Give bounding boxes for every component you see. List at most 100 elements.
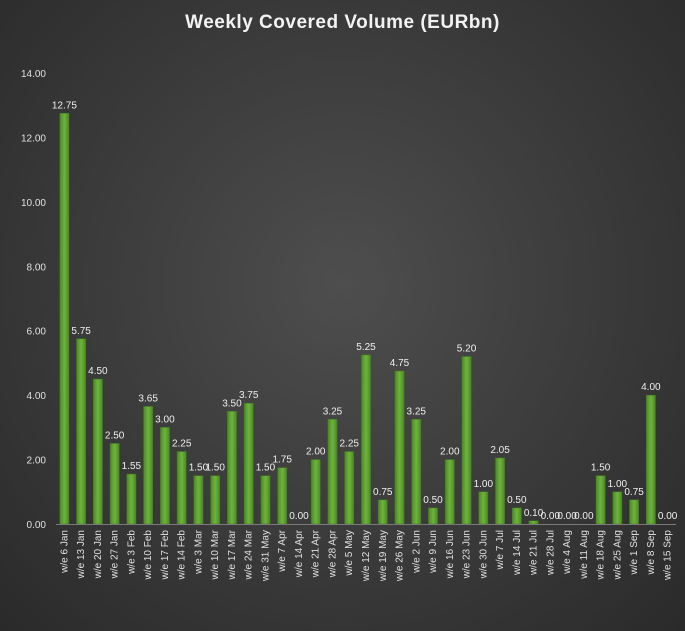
x-tick-label: w/e 8 Sep [646, 530, 657, 576]
bar [310, 459, 321, 525]
data-label: 0.00 [541, 511, 561, 522]
bar [444, 459, 455, 525]
x-tick-label: w/e 13 Jan [76, 530, 87, 579]
y-tick-label: 14.00 [21, 69, 46, 80]
data-label: 4.00 [641, 382, 661, 393]
y-tick-label: 0.00 [27, 520, 47, 531]
x-tick-label: w/e 14 Feb [177, 530, 188, 581]
data-label: 3.25 [407, 406, 427, 417]
bar [428, 507, 438, 525]
y-tick-label: 6.00 [27, 327, 47, 338]
bar [461, 356, 472, 525]
x-tick-label: w/e 7 Jul [495, 530, 506, 570]
x-tick-label: w/e 31 May [260, 530, 271, 582]
data-label: 0.50 [507, 495, 527, 506]
x-tick-label: w/e 17 Feb [160, 530, 171, 581]
bar [528, 520, 539, 525]
bar [126, 473, 137, 525]
x-tick-label: w/e 7 Apr [277, 529, 288, 572]
bar [93, 378, 103, 525]
bar [478, 491, 489, 525]
data-label: 12.75 [52, 100, 77, 111]
data-label: 1.75 [272, 455, 292, 466]
x-tick-label: w/e 20 Jan [93, 530, 104, 579]
bar [377, 499, 388, 525]
x-tick-label: w/e 15 Sep [663, 530, 674, 581]
x-tick-label: w/e 19 May [378, 530, 389, 582]
bar [595, 475, 606, 525]
data-label: 3.75 [239, 390, 259, 401]
bar [193, 475, 204, 525]
x-tick-label: w/e 28 Apr [327, 529, 338, 578]
data-label: 1.50 [189, 463, 209, 474]
x-tick-label: w/e 28 Jul [545, 530, 556, 576]
y-tick-label: 10.00 [21, 198, 46, 209]
bar [76, 338, 86, 525]
data-label: 0.10 [524, 508, 544, 519]
x-tick-label: w/e 14 Apr [294, 529, 305, 578]
data-label: 0.75 [373, 487, 393, 498]
data-label: 2.25 [172, 439, 192, 450]
data-label: 3.65 [138, 393, 158, 404]
data-label: 1.55 [122, 461, 142, 472]
data-label: 1.50 [205, 463, 225, 474]
data-label: 2.00 [440, 447, 460, 458]
data-label: 5.75 [71, 326, 91, 337]
x-tick-label: w/e 10 Feb [143, 530, 154, 581]
x-tick-label: w/e 9 Jun [428, 530, 439, 574]
bar [143, 406, 154, 525]
x-tick-label: w/e 6 Jan [59, 530, 70, 574]
x-tick-label: w/e 24 Mar [244, 529, 255, 580]
x-tick-label: w/e 27 Jan [110, 530, 121, 579]
chart-title: Weekly Covered Volume (EURbn) [185, 12, 500, 33]
data-label: 2.50 [105, 430, 125, 441]
bar [511, 507, 522, 525]
y-axis: 0.00 2.00 4.00 6.00 8.00 10.00 12.00 14.00 [21, 69, 46, 531]
bar [210, 475, 221, 525]
y-tick-label: 4.00 [27, 391, 47, 402]
data-label: 4.75 [390, 358, 410, 369]
y-tick-label: 12.00 [21, 133, 46, 144]
data-label: 0.00 [658, 511, 678, 522]
bar [629, 499, 639, 525]
x-tick-label: w/e 21 Jul [529, 530, 540, 576]
x-tick-label: w/e 11 Aug [579, 530, 590, 580]
data-label: 3.50 [222, 398, 242, 409]
data-label: 3.25 [323, 406, 343, 417]
x-tick-label: w/e 5 May [344, 530, 355, 577]
bar [260, 475, 271, 525]
bar [59, 113, 70, 525]
x-tick-label: w/e 21 Apr [311, 529, 322, 578]
data-label: 2.05 [490, 445, 510, 456]
x-tick-label: w/e 1 Sep [629, 530, 640, 576]
bar [361, 354, 371, 525]
bar [176, 451, 187, 525]
data-label: 2.25 [340, 439, 360, 450]
bar [646, 394, 656, 525]
data-label: 4.50 [88, 366, 108, 377]
x-axis: w/e 6 Jan w/e 13 Jan w/e 20 Jan w/e 27 Jan w… [56, 524, 676, 582]
data-label: 2.00 [306, 447, 326, 458]
data-label: 0.00 [289, 511, 309, 522]
data-label: 5.20 [457, 343, 477, 354]
bar [277, 467, 288, 525]
bars-group [59, 113, 656, 525]
bar [327, 419, 338, 525]
data-labels-group: 12.75 5.75 4.50 2.50 1.55 3.65 3.00 2.25 1.501.5… [52, 100, 678, 522]
x-tick-label: w/e 10 Mar [210, 529, 221, 580]
bar [243, 402, 254, 525]
data-label: 5.25 [356, 342, 376, 353]
bar [160, 427, 170, 525]
data-label: 0.75 [624, 487, 644, 498]
x-tick-label: w/e 30 Jun [478, 530, 489, 579]
bar [394, 370, 405, 525]
data-label: 3.00 [155, 414, 175, 425]
data-label: 1.00 [474, 479, 494, 490]
x-tick-label: w/e 12 May [361, 530, 372, 582]
data-label: 0.00 [557, 511, 577, 522]
bar [495, 457, 505, 525]
bar [227, 411, 237, 525]
y-tick-label: 8.00 [27, 262, 47, 273]
